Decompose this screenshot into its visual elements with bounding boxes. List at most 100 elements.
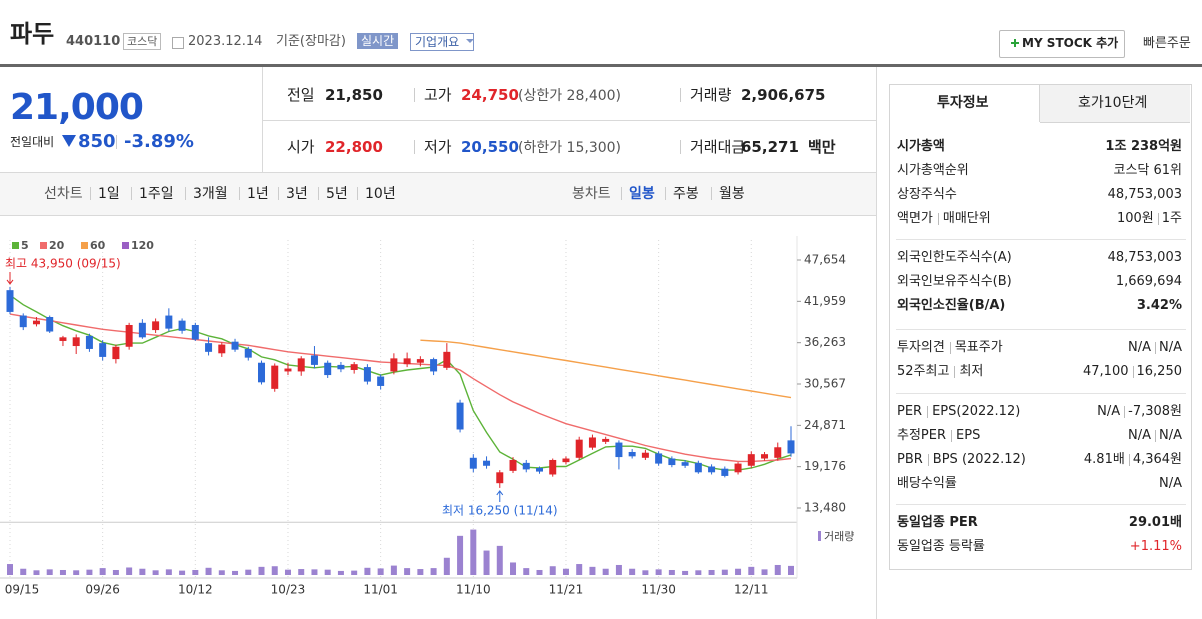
candle-body [112, 346, 120, 360]
stock-code: 440110 [66, 34, 121, 49]
volume-bar [205, 567, 212, 575]
candle-body [668, 458, 676, 466]
volume-bar [510, 562, 517, 575]
side-label-sep [927, 406, 929, 418]
quote-label: 거래량 [690, 86, 732, 104]
side-value-sep [1124, 406, 1126, 418]
quote-label: 저가 [424, 138, 452, 156]
quote-value: 22,800 [325, 138, 383, 156]
period-tab[interactable]: 1주일 [139, 186, 174, 202]
panel-divider [876, 67, 877, 619]
volume-bar [245, 569, 252, 575]
candle-body [787, 440, 795, 454]
quote-value: 2,906,675 [741, 86, 826, 104]
volume-bar [258, 566, 265, 575]
volume-bar [536, 569, 543, 575]
volume-bar [46, 569, 53, 575]
candle-tab[interactable]: 일봉 [629, 186, 655, 202]
candle-body [191, 324, 199, 340]
candle-tab[interactable]: 월봉 [719, 186, 745, 202]
candle-body [377, 376, 385, 386]
volume-bar [139, 568, 146, 575]
side-label: EPS [956, 428, 981, 443]
period-tab[interactable]: 10년 [365, 186, 396, 202]
candle-body [681, 462, 689, 466]
realtime-badge[interactable]: 실시간 [357, 33, 399, 49]
volume-bar [483, 550, 490, 575]
side-sep [896, 239, 1186, 240]
candle-body [138, 322, 146, 338]
side-label: 52주최고 [897, 364, 950, 379]
volume-bar [642, 570, 649, 575]
volume-bar [682, 570, 689, 575]
calendar-icon [172, 37, 184, 49]
volume-bar [165, 569, 172, 575]
x-tick-label: 11/01 [363, 583, 398, 597]
volume-bar [192, 569, 199, 575]
period-tab[interactable]: 1년 [247, 186, 269, 202]
quick-order[interactable]: 빠른주문 [1143, 36, 1191, 51]
candle-body [575, 439, 583, 458]
volume-bar [589, 566, 596, 575]
candle-body [337, 364, 345, 370]
volume-bar [337, 570, 344, 575]
x-tick-label: 11/30 [641, 583, 676, 597]
candle-body [19, 315, 27, 328]
mystock-label[interactable]: MY STOCK 추가 [1022, 36, 1119, 50]
period-tab[interactable]: 1일 [98, 186, 120, 202]
down-triangle [62, 135, 76, 147]
candle-body [205, 343, 213, 352]
side-value: 100원 [1116, 211, 1154, 226]
candle-body [85, 335, 93, 349]
quote-unit: 백만 [808, 138, 836, 156]
side-value: 1조 238억원 [1105, 139, 1182, 154]
annotation-arrow [496, 490, 504, 502]
tab-sep [357, 187, 358, 200]
side-label: 동일업종 PER [897, 515, 978, 530]
volume-bar [417, 569, 424, 575]
volume-bar [404, 568, 411, 575]
candle-body [708, 466, 716, 473]
legend-label: 120 [131, 239, 154, 252]
candle-body [284, 368, 292, 372]
candle-body [628, 451, 636, 457]
side-label-sep [951, 430, 953, 442]
candle-body [747, 454, 755, 466]
candle-body [469, 457, 477, 469]
tab-sep [185, 187, 186, 200]
tab-sep [711, 187, 712, 200]
quote-sep [414, 88, 415, 102]
volume-legend-swatch [818, 531, 821, 541]
quote-value: 24,750 [461, 86, 519, 104]
candle-body [456, 402, 464, 430]
side-value: 29.01배 [1128, 515, 1182, 530]
side-tab[interactable]: 투자정보 [937, 95, 989, 111]
side-value: 1주 [1161, 211, 1182, 226]
volume-bar [271, 566, 278, 575]
tab-sep [278, 187, 279, 200]
x-tick-label: 10/12 [178, 583, 213, 597]
legend-label: 5 [21, 239, 29, 252]
side-panel [889, 84, 1192, 570]
period-tab[interactable]: 5년 [326, 186, 348, 202]
period-tab[interactable]: 3개월 [193, 186, 228, 202]
date-basis: 기준(장마감) [276, 34, 346, 49]
date: 2023.12.14 [188, 34, 263, 49]
side-label: 시가총액 [897, 139, 945, 154]
side-tab-inactive [1040, 85, 1190, 123]
company-button[interactable]: 기업개요 [410, 33, 475, 51]
side-label: PER [897, 404, 923, 419]
side-value: +1.11% [1129, 539, 1182, 554]
candle-body [416, 359, 424, 363]
tab-sep [665, 187, 666, 200]
side-value: -7,308원 [1128, 404, 1182, 419]
y-tick-label: 30,567 [804, 377, 846, 391]
y-tick-label: 24,871 [804, 418, 846, 432]
side-tab[interactable]: 호가10단계 [1078, 95, 1148, 111]
period-tab[interactable]: 3년 [286, 186, 308, 202]
candle-body [390, 358, 398, 372]
candle-tab[interactable]: 주봉 [673, 186, 699, 202]
volume-bar [708, 569, 715, 575]
volume-bar [20, 568, 27, 575]
candle-body [72, 337, 80, 347]
